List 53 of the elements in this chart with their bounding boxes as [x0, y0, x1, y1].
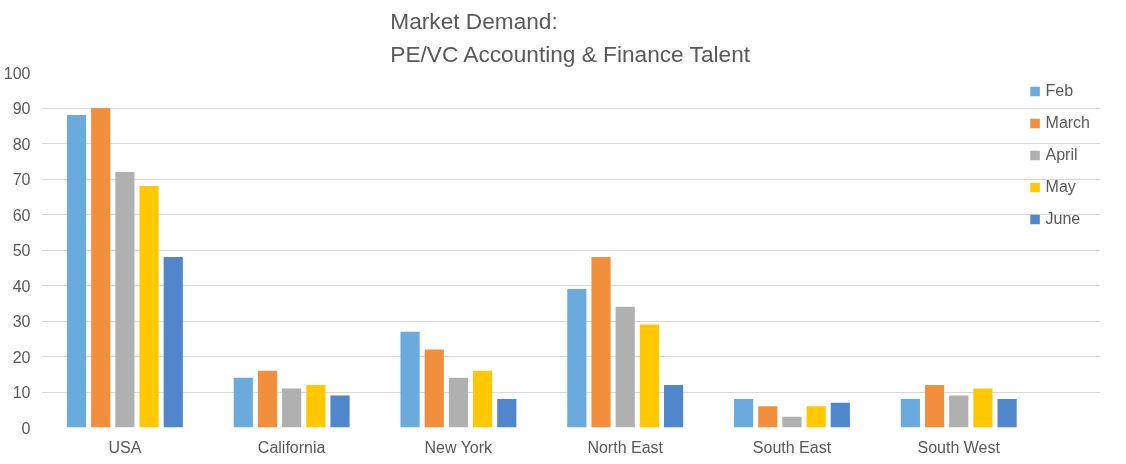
- x-tick-label: USA: [108, 438, 142, 456]
- bar: [639, 324, 659, 428]
- x-tick-label: California: [257, 438, 326, 456]
- y-tick-label: 40: [12, 277, 31, 295]
- bar: [139, 186, 159, 428]
- bar: [233, 377, 253, 428]
- bar: [973, 388, 993, 428]
- bar: [924, 384, 945, 428]
- bar: [497, 399, 517, 428]
- bar: [591, 257, 611, 428]
- y-tick-label: 0: [21, 419, 31, 437]
- bar: [830, 402, 850, 428]
- y-tick-label: 20: [12, 348, 31, 366]
- bar: [400, 331, 420, 428]
- x-tick-label: South East: [752, 438, 832, 456]
- bar: [306, 384, 326, 428]
- bar: [91, 108, 111, 428]
- y-tick-label: 90: [12, 100, 31, 117]
- chart-title: Market Demand: PE/VC Accounting & Finance Talent: [390, 7, 751, 68]
- y-tick-label: 80: [12, 135, 31, 153]
- bar: [758, 406, 778, 428]
- bar: [806, 406, 826, 428]
- bar: [163, 257, 183, 428]
- bar: [424, 349, 444, 428]
- bar: [115, 171, 135, 428]
- y-tick-label: 30: [12, 313, 31, 330]
- legend-label: April: [1045, 146, 1078, 164]
- bar: [615, 306, 635, 428]
- bar: [473, 370, 493, 428]
- y-tick-label: 70: [12, 171, 31, 188]
- legend-label: June: [1045, 210, 1081, 228]
- legend-label: May: [1045, 178, 1076, 196]
- bar: [997, 399, 1017, 428]
- bar: [282, 388, 302, 428]
- x-tick-label: North East: [587, 438, 664, 456]
- bar: [782, 416, 802, 428]
- legend-label: Feb: [1045, 82, 1074, 100]
- x-tick-label: South West: [917, 438, 1001, 456]
- bar: [567, 289, 587, 428]
- bar: [663, 384, 684, 428]
- bar: [900, 399, 920, 428]
- y-tick-label: 100: [3, 64, 31, 82]
- y-tick-label: 60: [12, 206, 31, 224]
- legend-label: March: [1045, 114, 1090, 132]
- bar: [448, 377, 469, 428]
- bar: [734, 399, 754, 428]
- bar: [257, 370, 278, 428]
- bar: [330, 395, 350, 428]
- y-tick-label: 50: [12, 242, 31, 259]
- y-tick-label: 10: [12, 384, 31, 401]
- bar: [66, 115, 87, 428]
- bar: [949, 395, 969, 428]
- x-tick-label: New York: [424, 438, 494, 456]
